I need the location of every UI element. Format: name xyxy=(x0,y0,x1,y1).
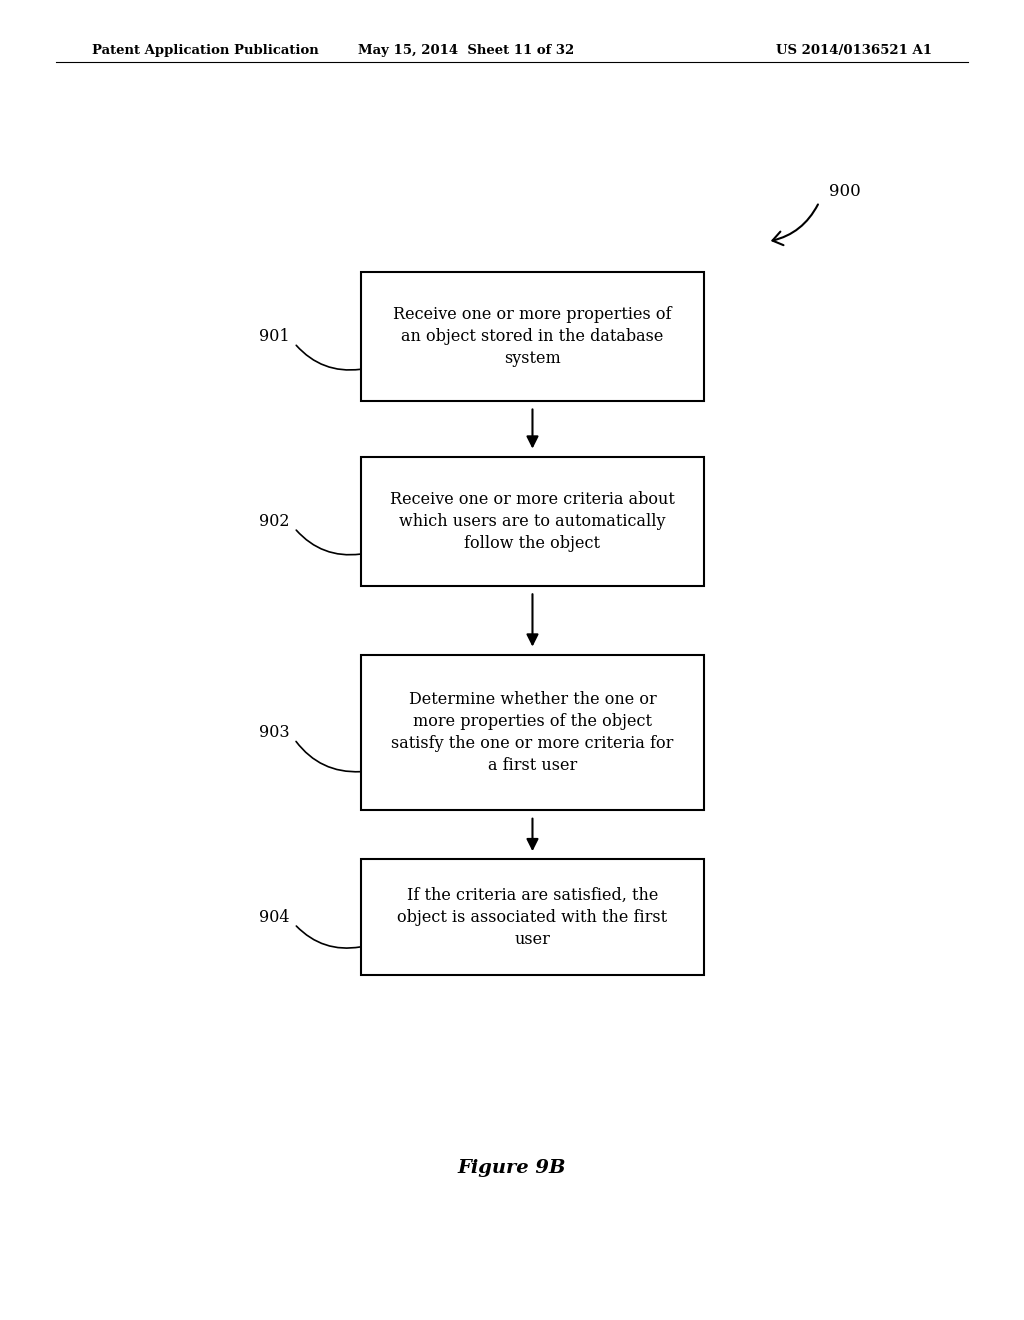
FancyArrowPatch shape xyxy=(296,742,360,772)
FancyBboxPatch shape xyxy=(361,655,705,810)
Text: US 2014/0136521 A1: US 2014/0136521 A1 xyxy=(776,44,932,57)
FancyArrowPatch shape xyxy=(296,927,360,948)
FancyBboxPatch shape xyxy=(361,859,705,975)
FancyBboxPatch shape xyxy=(361,457,705,586)
Text: Figure 9B: Figure 9B xyxy=(458,1159,566,1177)
Text: If the criteria are satisfied, the
object is associated with the first
user: If the criteria are satisfied, the objec… xyxy=(397,887,668,948)
Text: 900: 900 xyxy=(829,183,861,199)
Text: Receive one or more properties of
an object stored in the database
system: Receive one or more properties of an obj… xyxy=(393,306,672,367)
Text: 903: 903 xyxy=(259,725,290,741)
Text: Receive one or more criteria about
which users are to automatically
follow the o: Receive one or more criteria about which… xyxy=(390,491,675,552)
Text: 901: 901 xyxy=(259,329,290,345)
Text: 902: 902 xyxy=(259,513,290,529)
FancyArrowPatch shape xyxy=(296,531,360,554)
FancyArrowPatch shape xyxy=(296,346,360,370)
FancyArrowPatch shape xyxy=(772,205,818,246)
Text: Determine whether the one or
more properties of the object
satisfy the one or mo: Determine whether the one or more proper… xyxy=(391,690,674,775)
FancyBboxPatch shape xyxy=(361,272,705,401)
Text: May 15, 2014  Sheet 11 of 32: May 15, 2014 Sheet 11 of 32 xyxy=(357,44,574,57)
Text: 904: 904 xyxy=(259,909,290,925)
Text: Patent Application Publication: Patent Application Publication xyxy=(92,44,318,57)
